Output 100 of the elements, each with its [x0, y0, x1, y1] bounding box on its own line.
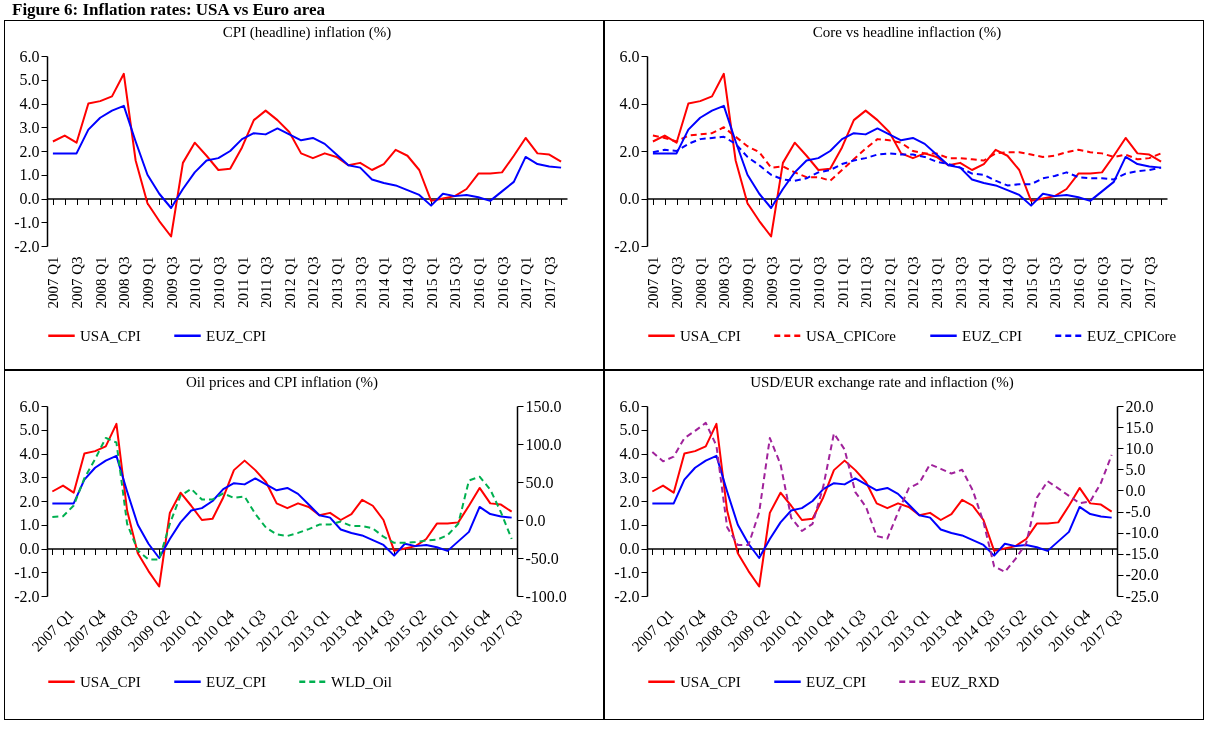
- y2-tick-label: 0.0: [1125, 481, 1146, 499]
- y-tick-label: -1.0: [14, 563, 40, 581]
- x-tick-label: 2008 Q3: [116, 256, 133, 309]
- y2-tick-label: 100.0: [525, 435, 562, 453]
- y2-tick-label: 5.0: [1125, 460, 1146, 478]
- y2-tick-label: -50.0: [525, 549, 559, 567]
- x-tick-label: 2010 Q3: [210, 256, 227, 309]
- y2-tick-label: 150.0: [525, 397, 562, 415]
- x-tick-label: 2014 Q1: [376, 256, 393, 309]
- legend-label: EUZ_CPI: [806, 673, 866, 690]
- y-tick-label: -2.0: [614, 237, 640, 255]
- legend-label: EUZ_CPI: [206, 327, 266, 344]
- y-tick-label: 1.0: [619, 516, 640, 534]
- legend-label: EUZ_CPICore: [1087, 327, 1177, 344]
- legend-label: USA_CPI: [680, 327, 741, 344]
- x-tick-label: 2012 Q3: [905, 256, 922, 309]
- x-tick-label: 2014 Q1: [976, 256, 993, 309]
- x-tick-label: 2016 Q1: [470, 256, 487, 309]
- x-tick-label: 2015 Q3: [1047, 256, 1064, 309]
- legend-label: USA_CPI: [80, 673, 141, 690]
- line-series: [51, 422, 513, 588]
- caption: Figure 6: Inflation rates: USA vs Euro area: [12, 0, 327, 20]
- x-tick-label: 2008 Q1: [692, 256, 709, 309]
- x-tick-label: 2013 Q1: [929, 256, 946, 309]
- x-tick-label: 2008 Q1: [92, 256, 109, 309]
- line-series: [651, 72, 1163, 238]
- chart-title: Oil prices and CPI inflation (%): [185, 374, 379, 391]
- x-tick-label: 2008 Q3: [716, 256, 733, 309]
- x-tick-label: 2017 Q3: [1141, 256, 1158, 309]
- y-tick-label: 5.0: [619, 421, 640, 439]
- y-tick-label: 5.0: [19, 71, 40, 89]
- x-tick-label: 2015 Q3: [447, 256, 464, 309]
- y-tick-label: 2.0: [619, 492, 640, 510]
- x-tick-label: 2013 Q3: [352, 256, 369, 309]
- y-tick-label: 2.0: [19, 142, 40, 160]
- y-tick-label: 1.0: [19, 166, 40, 184]
- x-tick-label: 2016 Q3: [494, 256, 511, 309]
- y2-tick-label: -10.0: [1125, 524, 1159, 542]
- chart-title: Core vs headline inflaction (%): [812, 24, 1002, 41]
- x-tick-label: 2011 Q1: [234, 256, 251, 309]
- x-tick-label: 2016 Q3: [1094, 256, 1111, 309]
- x-tick-label: 2017 Q3: [541, 256, 558, 309]
- x-tick-label: 2007 Q1: [45, 256, 62, 309]
- y2-tick-label: 20.0: [1125, 397, 1154, 415]
- y2-tick-label: -20.0: [1125, 566, 1159, 584]
- y-tick-label: -2.0: [14, 237, 40, 255]
- x-tick-label: 2010 Q1: [187, 256, 204, 309]
- line-series: [51, 436, 513, 561]
- x-tick-label: 2015 Q1: [1023, 256, 1040, 309]
- y-tick-label: 0.0: [619, 540, 640, 557]
- y-tick-label: 2.0: [619, 142, 640, 160]
- y2-tick-label: -25.0: [1125, 587, 1159, 605]
- y-tick-label: -2.0: [614, 587, 640, 605]
- legend-label: USA_CPI: [80, 327, 141, 344]
- x-tick-label: 2017 Q1: [1118, 256, 1135, 309]
- y-tick-label: -2.0: [14, 587, 40, 605]
- x-tick-label: 2007 Q3: [69, 256, 86, 309]
- y2-tick-label: 0.0: [525, 511, 546, 529]
- legend-label: EUZ_CPI: [962, 327, 1022, 344]
- x-tick-label: 2010 Q1: [787, 256, 804, 309]
- x-tick-label: 2013 Q3: [952, 256, 969, 309]
- x-tick-label: 2015 Q1: [423, 256, 440, 309]
- line-series: [651, 454, 1113, 559]
- x-tick-label: 2013 Q1: [329, 256, 346, 309]
- x-tick-label: 2009 Q3: [163, 256, 180, 309]
- y-tick-label: 3.0: [619, 468, 640, 486]
- x-tick-label: 2011 Q3: [258, 256, 275, 309]
- x-tick-label: 2012 Q1: [881, 256, 898, 309]
- y-tick-label: 6.0: [619, 47, 640, 65]
- x-tick-label: 2009 Q1: [139, 256, 156, 309]
- x-tick-label: 2007 Q1: [645, 256, 662, 309]
- legend-label: WLD_Oil: [331, 673, 392, 690]
- y-tick-label: 6.0: [19, 397, 40, 415]
- y2-tick-label: 50.0: [525, 473, 554, 491]
- x-tick-label: 2014 Q3: [999, 256, 1016, 309]
- x-tick-label: 2011 Q3: [858, 256, 875, 309]
- y-tick-label: -1.0: [14, 213, 40, 231]
- y-tick-label: 3.0: [19, 118, 40, 136]
- x-tick-label: 2012 Q1: [281, 256, 298, 309]
- legend-label: EUZ_RXD: [931, 673, 1000, 690]
- x-tick-label: 2016 Q1: [1070, 256, 1087, 309]
- y2-tick-label: -5.0: [1125, 503, 1151, 521]
- x-tick-label: 2017 Q1: [518, 256, 535, 309]
- y-tick-label: 5.0: [19, 421, 40, 439]
- line-series: [51, 104, 563, 209]
- y-tick-label: 4.0: [19, 445, 40, 462]
- x-tick-label: 2009 Q3: [763, 256, 780, 309]
- y-tick-label: 2.0: [19, 492, 40, 510]
- y2-tick-label: -15.0: [1125, 545, 1159, 563]
- y-tick-label: 4.0: [19, 95, 40, 112]
- y-tick-label: -1.0: [614, 563, 640, 581]
- y2-tick-label: 10.0: [1125, 439, 1154, 457]
- x-tick-label: 2009 Q1: [739, 256, 756, 309]
- y-tick-label: 4.0: [619, 95, 640, 112]
- y-tick-label: 4.0: [619, 445, 640, 462]
- x-tick-label: 2010 Q3: [810, 256, 827, 309]
- y2-tick-label: 15.0: [1125, 418, 1154, 436]
- y-tick-label: 0.0: [19, 540, 40, 557]
- y-tick-label: 3.0: [19, 468, 40, 486]
- y-tick-label: 6.0: [19, 47, 40, 65]
